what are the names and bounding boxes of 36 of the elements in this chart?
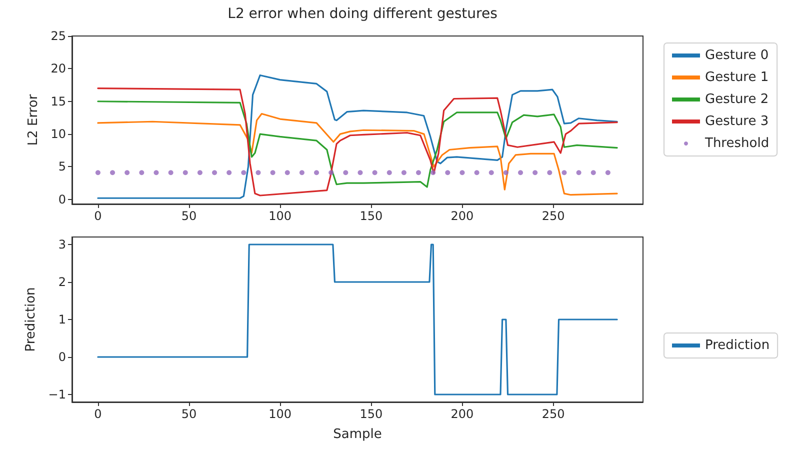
x-tick-label: 200 [450, 407, 474, 421]
x-tick-label: 250 [542, 209, 565, 223]
y-tick-label: 1 [58, 312, 66, 326]
x-tick-label: 250 [542, 407, 565, 421]
line-series [97, 112, 618, 196]
legend-label: Gesture 1 [705, 70, 769, 85]
x-axis-title: Sample [333, 427, 382, 442]
line-series [97, 100, 618, 188]
x-tick-label: 200 [450, 209, 474, 223]
y-axis-title: L2 Error [26, 94, 41, 146]
y-tick-label: −1 [48, 388, 66, 402]
chart-title: L2 error when doing different gestures [228, 6, 498, 22]
y-tick-label: 0 [58, 192, 66, 206]
x-tick-label: 50 [181, 407, 197, 421]
y-tick-label: 20 [50, 62, 66, 76]
y-tick-label: 5 [58, 160, 66, 174]
x-tick-label: 150 [360, 407, 383, 421]
x-tick-label: 0 [94, 407, 102, 421]
legend-label: Gesture 2 [705, 92, 769, 107]
x-tick-label: 100 [268, 209, 292, 223]
legend-label: Prediction [705, 338, 770, 353]
x-tick-label: 150 [360, 209, 383, 223]
legend-label: Threshold [704, 136, 770, 151]
y-tick-label: 15 [50, 94, 66, 108]
y-tick-label: 2 [58, 275, 66, 289]
y-tick-label: 25 [50, 29, 66, 43]
legend-label: Gesture 3 [705, 114, 769, 129]
x-tick-label: 100 [268, 407, 292, 421]
x-tick-label: 50 [181, 209, 197, 223]
line-series [97, 244, 618, 396]
x-tick-label: 0 [94, 209, 102, 223]
y-tick-label: 3 [58, 238, 66, 252]
y-tick-label: 10 [50, 127, 66, 142]
y-tick-label: 0 [58, 350, 66, 364]
legend-label: Gesture 0 [705, 48, 769, 63]
y-axis-title: Prediction [23, 287, 38, 352]
